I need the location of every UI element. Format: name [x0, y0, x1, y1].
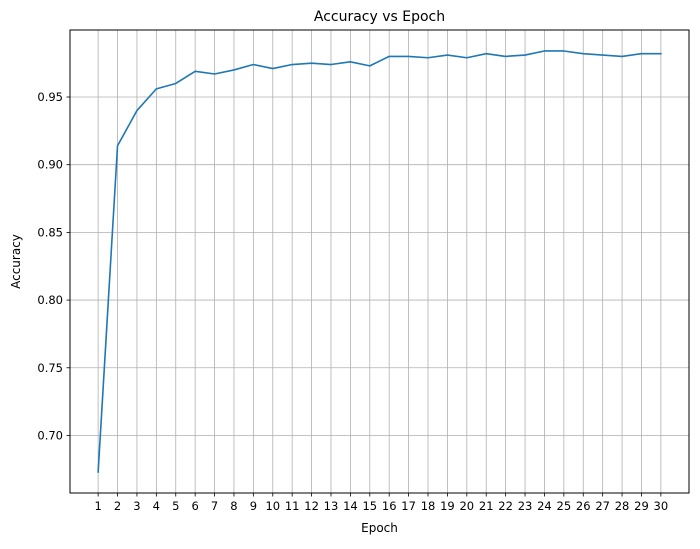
x-tick-label: 24 [537, 499, 552, 513]
x-tick-label: 30 [654, 499, 669, 513]
y-tick-label: 0.85 [37, 225, 63, 239]
x-tick-label: 7 [211, 499, 218, 513]
x-tick-label: 25 [557, 499, 572, 513]
series-layer [97, 50, 662, 473]
x-tick-label: 17 [401, 499, 416, 513]
x-tick-label: 18 [421, 499, 436, 513]
x-tick-label: 15 [362, 499, 377, 513]
x-axis-ticks: 1 2 3 4 5 6 7 8 9 10 11 12 13 14 15 16 17 18 19 20 21 22 23 24 2… [94, 493, 668, 513]
x-tick-label: 26 [576, 499, 591, 513]
x-tick-label: 20 [459, 499, 474, 513]
grid-lines [70, 30, 689, 493]
series-line-accuracy [97, 50, 662, 473]
x-tick-label: 11 [285, 499, 300, 513]
x-tick-label: 21 [479, 499, 494, 513]
x-tick-label: 16 [382, 499, 397, 513]
x-tick-label: 22 [498, 499, 513, 513]
x-tick-label: 14 [343, 499, 358, 513]
x-axis-label: Epoch [361, 521, 398, 535]
x-tick-label: 23 [518, 499, 533, 513]
chart-title: Accuracy vs Epoch [314, 9, 445, 25]
x-tick-label: 19 [440, 499, 455, 513]
y-tick-label: 0.90 [37, 158, 63, 172]
x-tick-label: 29 [634, 499, 649, 513]
y-tick-label: 0.80 [37, 293, 63, 307]
x-tick-label: 2 [114, 499, 121, 513]
y-axis-label: Accuracy [9, 234, 23, 289]
y-tick-label: 0.75 [37, 361, 63, 375]
x-tick-label: 8 [230, 499, 237, 513]
x-tick-label: 4 [153, 499, 160, 513]
x-tick-label: 12 [304, 499, 319, 513]
x-tick-label: 10 [265, 499, 280, 513]
x-tick-label: 28 [615, 499, 630, 513]
x-tick-label: 27 [595, 499, 610, 513]
x-tick-label: 9 [250, 499, 257, 513]
y-tick-label: 0.95 [37, 90, 63, 104]
y-axis-ticks: 0.70 0.75 0.80 0.85 0.90 0.95 [37, 90, 70, 442]
x-tick-label: 6 [191, 499, 198, 513]
plot-frame [69, 29, 690, 494]
x-tick-label: 3 [133, 499, 140, 513]
y-tick-label: 0.70 [37, 428, 63, 442]
x-tick-label: 5 [172, 499, 179, 513]
x-tick-label: 13 [324, 499, 339, 513]
x-tick-label: 1 [94, 499, 101, 513]
